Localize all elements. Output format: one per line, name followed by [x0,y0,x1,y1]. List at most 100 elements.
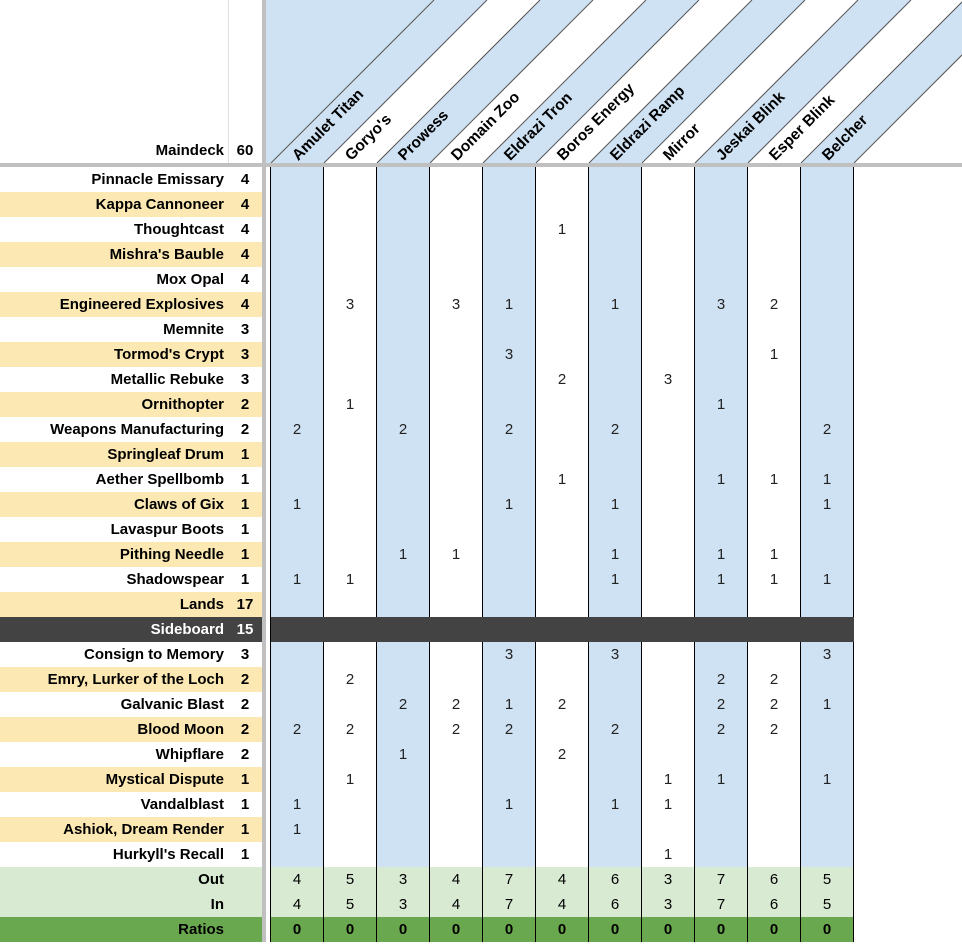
matchup-cell[interactable] [748,392,801,417]
matchup-cell[interactable] [536,817,589,842]
matchup-cell[interactable] [377,817,430,842]
matchup-cell[interactable] [483,467,536,492]
matchup-cell[interactable]: 2 [695,667,748,692]
matchup-cell[interactable]: 3 [483,642,536,667]
matchup-cell[interactable]: 2 [536,742,589,767]
matchup-cell[interactable] [536,592,589,617]
matchup-cell[interactable]: 1 [483,492,536,517]
matchup-cell[interactable] [589,842,642,867]
matchup-cell[interactable] [536,492,589,517]
matchup-cell[interactable] [483,317,536,342]
matchup-cell[interactable]: 2 [748,717,801,742]
matchup-cell[interactable] [430,192,483,217]
summary-cell[interactable]: 4 [271,867,324,892]
matchup-cell[interactable] [324,417,377,442]
matchup-cell[interactable]: 1 [801,692,854,717]
matchup-cell[interactable] [377,192,430,217]
matchup-cell[interactable] [271,392,324,417]
matchup-cell[interactable] [642,267,695,292]
matchup-cell[interactable] [642,242,695,267]
matchup-cell[interactable] [748,367,801,392]
matchup-cell[interactable] [642,717,695,742]
matchup-cell[interactable]: 2 [589,417,642,442]
matchup-cell[interactable] [642,167,695,192]
matchup-cell[interactable] [748,492,801,517]
summary-cell[interactable]: 6 [589,867,642,892]
matchup-cell[interactable]: 3 [324,292,377,317]
matchup-cell[interactable] [801,217,854,242]
matchup-cell[interactable] [430,167,483,192]
matchup-cell[interactable]: 2 [748,667,801,692]
matchup-cell[interactable]: 1 [324,392,377,417]
matchup-cell[interactable] [271,667,324,692]
matchup-cell[interactable] [430,817,483,842]
matchup-cell[interactable]: 1 [483,292,536,317]
matchup-cell[interactable] [536,667,589,692]
matchup-cell[interactable] [642,542,695,567]
matchup-cell[interactable] [748,267,801,292]
matchup-cell[interactable]: 2 [483,717,536,742]
matchup-cell[interactable]: 1 [430,542,483,567]
summary-cell[interactable]: 3 [377,867,430,892]
matchup-cell[interactable] [430,592,483,617]
summary-cell[interactable]: 0 [377,917,430,942]
matchup-cell[interactable]: 1 [271,567,324,592]
matchup-cell[interactable]: 1 [324,567,377,592]
matchup-cell[interactable] [377,367,430,392]
matchup-cell[interactable]: 1 [589,567,642,592]
summary-cell[interactable]: 6 [589,892,642,917]
summary-cell[interactable]: 0 [536,917,589,942]
matchup-cell[interactable] [324,267,377,292]
matchup-cell[interactable] [748,742,801,767]
matchup-cell[interactable] [801,842,854,867]
matchup-cell[interactable] [324,592,377,617]
matchup-cell[interactable] [324,692,377,717]
matchup-cell[interactable] [695,592,748,617]
matchup-cell[interactable] [536,842,589,867]
matchup-cell[interactable] [377,442,430,467]
matchup-cell[interactable] [324,217,377,242]
matchup-cell[interactable] [536,717,589,742]
matchup-cell[interactable] [642,292,695,317]
summary-cell[interactable]: 3 [642,892,695,917]
matchup-cell[interactable] [483,167,536,192]
matchup-cell[interactable] [377,242,430,267]
matchup-cell[interactable] [589,342,642,367]
matchup-cell[interactable]: 2 [536,367,589,392]
matchup-cell[interactable] [695,642,748,667]
matchup-cell[interactable] [430,392,483,417]
matchup-cell[interactable] [536,267,589,292]
matchup-cell[interactable] [801,742,854,767]
matchup-cell[interactable] [483,517,536,542]
matchup-cell[interactable] [377,842,430,867]
matchup-cell[interactable] [748,792,801,817]
summary-cell[interactable]: 0 [324,917,377,942]
summary-cell[interactable]: 6 [748,892,801,917]
matchup-cell[interactable] [695,167,748,192]
matchup-cell[interactable] [430,467,483,492]
matchup-cell[interactable] [536,792,589,817]
matchup-cell[interactable] [801,517,854,542]
matchup-cell[interactable]: 1 [695,467,748,492]
summary-cell[interactable]: 4 [430,892,483,917]
matchup-cell[interactable] [589,242,642,267]
matchup-cell[interactable] [324,317,377,342]
matchup-cell[interactable] [430,367,483,392]
matchup-cell[interactable] [536,342,589,367]
matchup-cell[interactable] [695,842,748,867]
matchup-cell[interactable] [377,392,430,417]
matchup-cell[interactable] [483,767,536,792]
matchup-cell[interactable] [801,717,854,742]
matchup-cell[interactable] [589,667,642,692]
matchup-cell[interactable] [695,242,748,267]
matchup-cell[interactable] [483,217,536,242]
matchup-cell[interactable] [536,242,589,267]
matchup-cell[interactable] [377,567,430,592]
summary-cell[interactable]: 4 [430,867,483,892]
matchup-cell[interactable] [589,517,642,542]
matchup-cell[interactable] [536,167,589,192]
matchup-cell[interactable] [324,817,377,842]
matchup-cell[interactable] [430,317,483,342]
matchup-cell[interactable] [801,792,854,817]
matchup-cell[interactable] [695,792,748,817]
